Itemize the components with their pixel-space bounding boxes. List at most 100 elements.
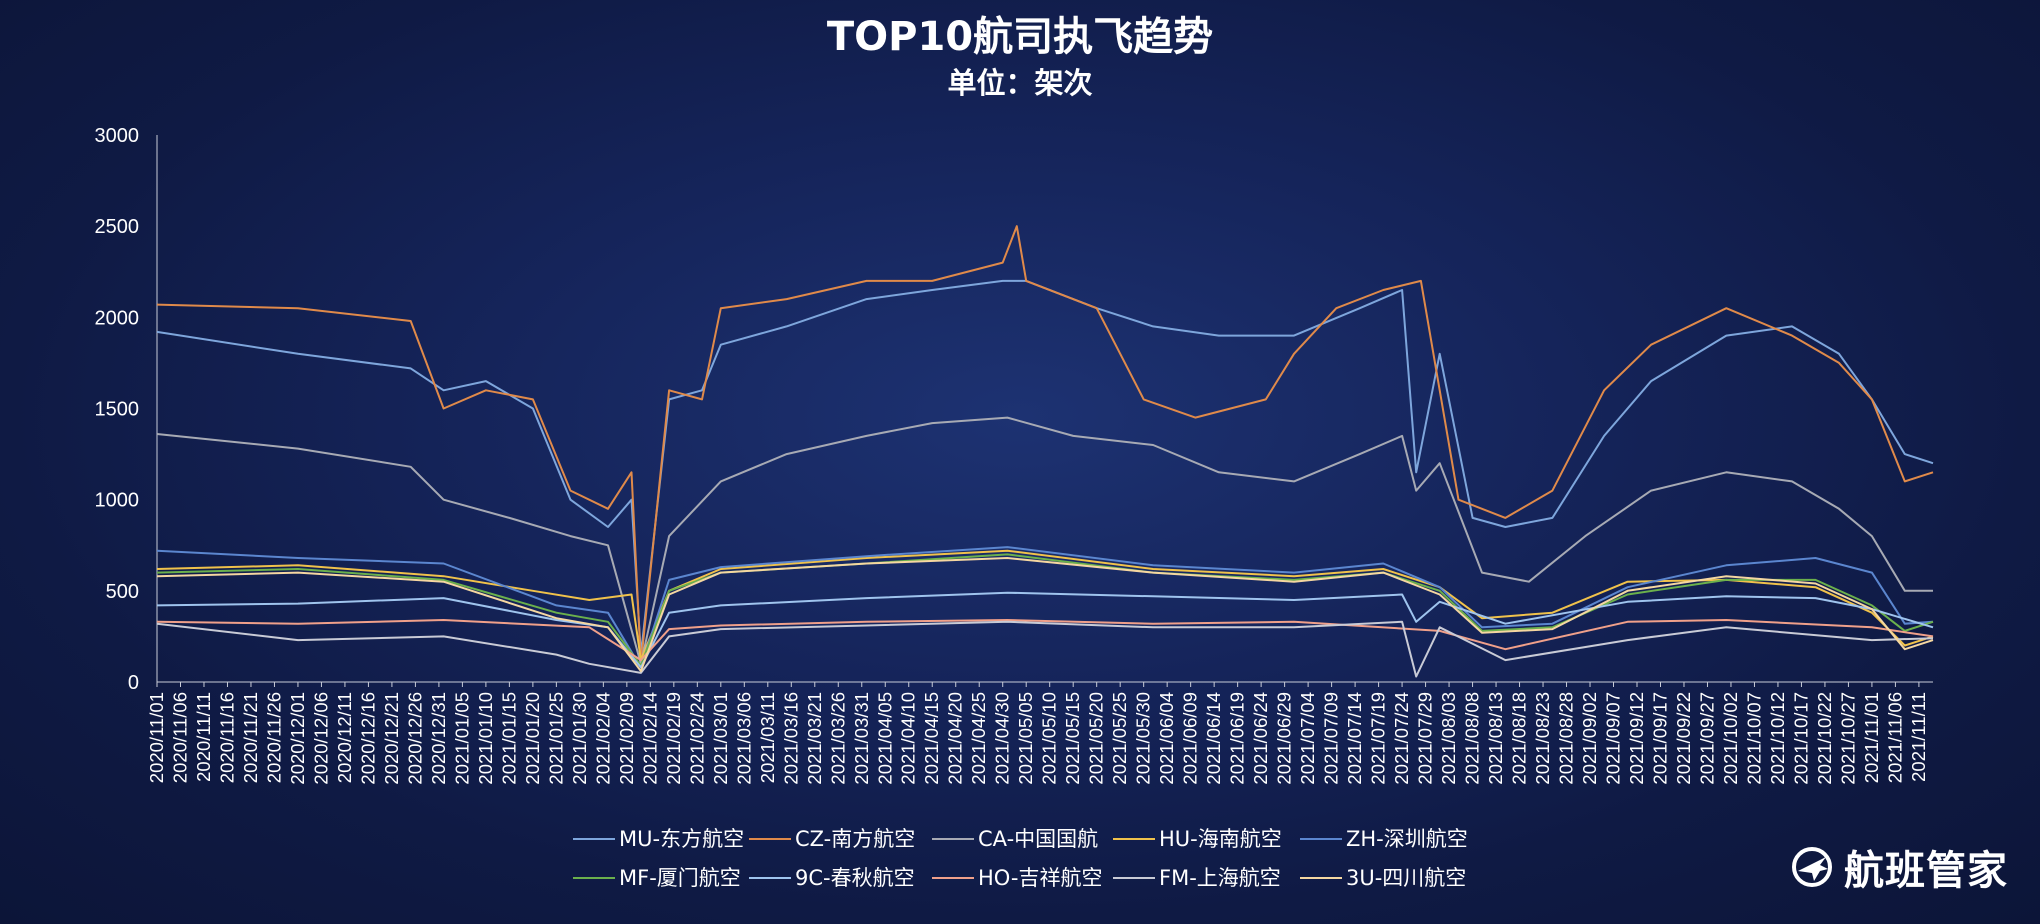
y-tick-label: 0 xyxy=(128,672,139,694)
x-tick-label: 2021/03/11 xyxy=(757,692,778,783)
x-tick-label: 2021/06/09 xyxy=(1180,692,1201,785)
x-tick-label: 2021/08/03 xyxy=(1438,692,1459,785)
x-tick-label: 2021/07/24 xyxy=(1391,692,1412,785)
x-tick-label: 2021/09/17 xyxy=(1649,692,1670,785)
globe-plane-icon xyxy=(1792,847,1832,887)
x-tick-label: 2021/04/10 xyxy=(898,692,919,785)
x-tick-label: 2020/12/21 xyxy=(381,692,402,785)
x-tick-label: 2021/03/26 xyxy=(827,692,848,785)
x-tick-label: 2021/05/20 xyxy=(1086,692,1107,785)
series-line xyxy=(156,591,1934,669)
x-tick-label: 2021/09/12 xyxy=(1626,692,1647,785)
x-tick-label: 2021/10/27 xyxy=(1837,692,1858,785)
x-tick-label: 2021/10/07 xyxy=(1743,692,1764,785)
x-tick-label: 2021/10/22 xyxy=(1814,692,1835,785)
x-axis: 2020/11/01 2020/11/06 2020/11/11 2020/11/16… xyxy=(146,681,1933,785)
y-tick-label: 3000 xyxy=(95,125,140,147)
x-tick-label: 2021/07/14 xyxy=(1344,692,1365,785)
x-tick-label: 2021/11/01 xyxy=(1861,692,1882,783)
x-tick-label: 2021/04/25 xyxy=(968,692,989,785)
series-line xyxy=(156,553,1934,667)
x-tick-label: 2021/03/01 xyxy=(710,692,731,785)
series-line xyxy=(156,619,1934,662)
x-tick-label: 2021/11/06 xyxy=(1884,692,1905,783)
x-tick-label: 2021/06/24 xyxy=(1250,692,1271,785)
x-tick-label: 2021/10/12 xyxy=(1767,692,1788,785)
legend-label: MU-东方航空 xyxy=(619,827,744,851)
x-tick-label: 2021/02/24 xyxy=(686,692,707,785)
x-tick-label: 2020/11/16 xyxy=(216,692,237,783)
legend-label: CZ-南方航空 xyxy=(795,827,915,851)
y-axis: 0 500 1000 1500 2000 2500 3000 xyxy=(95,125,158,694)
x-tick-label: 2021/09/02 xyxy=(1579,692,1600,785)
x-tick-label: 2020/11/06 xyxy=(169,692,190,783)
x-tick-label: 2021/05/05 xyxy=(1015,692,1036,785)
y-tick-label: 1500 xyxy=(95,399,140,421)
series-line xyxy=(156,620,1934,678)
x-tick-label: 2021/01/30 xyxy=(569,692,590,785)
chart-subtitle: 单位：架次 xyxy=(947,66,1092,100)
x-tick-label: 2021/04/05 xyxy=(874,692,895,785)
x-tick-label: 2021/06/14 xyxy=(1203,692,1224,785)
x-tick-label: 2021/01/05 xyxy=(451,692,472,785)
x-tick-label: 2021/04/20 xyxy=(945,692,966,785)
legend-label: 3U-四川航空 xyxy=(1346,866,1466,890)
brand-name: 航班管家 xyxy=(1844,848,2008,894)
x-tick-label: 2021/09/07 xyxy=(1603,692,1624,785)
series-line xyxy=(156,225,1934,665)
x-tick-label: 2021/08/18 xyxy=(1509,692,1530,785)
x-tick-label: 2021/05/15 xyxy=(1062,692,1083,785)
x-tick-label: 2020/12/16 xyxy=(357,692,378,785)
legend-label: HO-吉祥航空 xyxy=(978,866,1102,890)
x-tick-label: 2020/11/26 xyxy=(263,692,284,783)
x-tick-label: 2020/11/21 xyxy=(240,692,261,783)
x-tick-label: 2021/08/08 xyxy=(1462,692,1483,785)
x-tick-label: 2020/12/01 xyxy=(287,692,308,785)
x-tick-label: 2021/01/20 xyxy=(522,692,543,785)
x-tick-label: 2021/03/16 xyxy=(780,692,801,785)
brand-logo: 航班管家 xyxy=(1790,838,2008,896)
x-tick-label: 2021/03/06 xyxy=(733,692,754,785)
y-tick-label: 2000 xyxy=(95,307,140,329)
x-tick-label: 2021/02/09 xyxy=(616,692,637,785)
series-line xyxy=(156,546,1934,669)
x-tick-label: 2021/02/14 xyxy=(639,692,660,785)
x-tick-label: 2021/04/15 xyxy=(921,692,942,785)
x-tick-label: 2021/05/25 xyxy=(1109,692,1130,785)
x-tick-label: 2021/07/04 xyxy=(1297,692,1318,785)
x-tick-label: 2021/09/27 xyxy=(1696,692,1717,785)
legend-label: HU-海南航空 xyxy=(1159,827,1282,851)
x-tick-label: 2021/08/13 xyxy=(1485,692,1506,785)
x-tick-label: 2021/03/21 xyxy=(804,692,825,785)
legend-label: 9C-春秋航空 xyxy=(795,866,915,890)
x-tick-label: 2021/03/31 xyxy=(851,692,872,785)
legend-label: ZH-深圳航空 xyxy=(1346,827,1468,851)
x-tick-label: 2020/11/11 xyxy=(193,692,214,782)
x-tick-label: 2020/12/31 xyxy=(428,692,449,785)
x-tick-label: 2021/10/02 xyxy=(1720,692,1741,785)
x-tick-label: 2021/04/30 xyxy=(992,692,1013,785)
y-tick-label: 2500 xyxy=(95,216,140,238)
x-tick-label: 2021/06/29 xyxy=(1274,692,1295,785)
x-tick-label: 2021/09/22 xyxy=(1673,692,1694,785)
x-tick-label: 2021/01/10 xyxy=(475,692,496,785)
x-tick-label: 2020/12/26 xyxy=(404,692,425,785)
x-tick-label: 2021/11/11 xyxy=(1908,692,1929,782)
x-tick-label: 2021/08/23 xyxy=(1532,692,1553,785)
x-tick-label: 2021/07/19 xyxy=(1368,692,1389,785)
legend-label: MF-厦门航空 xyxy=(619,866,741,890)
x-tick-label: 2021/10/17 xyxy=(1790,692,1811,785)
series-line xyxy=(156,416,1933,665)
y-tick-label: 1000 xyxy=(95,490,140,512)
series-lines xyxy=(156,225,1934,678)
x-tick-label: 2021/01/15 xyxy=(498,692,519,785)
x-tick-label: 2020/12/11 xyxy=(334,692,355,783)
legend: MU-东方航空 CZ-南方航空 CA-中国国航 HU-海南航空 ZH-深圳航空 MF-厦门… xyxy=(573,827,1468,890)
x-tick-label: 2021/08/28 xyxy=(1556,692,1577,785)
x-tick-label: 2021/01/25 xyxy=(545,692,566,785)
x-tick-label: 2021/06/04 xyxy=(1156,692,1177,785)
x-tick-label: 2020/12/06 xyxy=(310,692,331,785)
series-line xyxy=(156,549,1934,662)
legend-label: CA-中国国航 xyxy=(978,827,1098,851)
